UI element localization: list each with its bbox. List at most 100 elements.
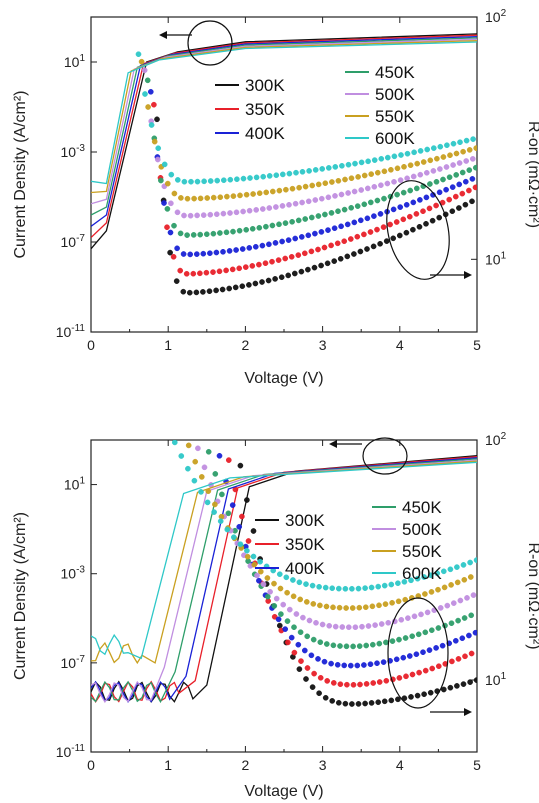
data-point bbox=[318, 229, 325, 235]
data-point bbox=[299, 199, 305, 206]
data-point bbox=[161, 161, 168, 168]
data-point bbox=[213, 287, 219, 294]
data-point bbox=[205, 448, 212, 455]
data-point bbox=[396, 636, 402, 643]
data-point bbox=[356, 604, 363, 611]
data-point bbox=[309, 684, 316, 690]
data-point bbox=[306, 168, 312, 174]
data-point bbox=[219, 286, 226, 293]
data-point bbox=[467, 679, 473, 685]
legend-label: 450K bbox=[375, 63, 415, 82]
data-point bbox=[269, 222, 276, 229]
data-point bbox=[344, 681, 350, 688]
data-point bbox=[322, 180, 329, 187]
data-point bbox=[230, 228, 236, 235]
x-tick-label: 2 bbox=[242, 757, 250, 773]
data-point bbox=[417, 171, 424, 178]
data-point bbox=[289, 185, 296, 192]
data-point bbox=[422, 667, 429, 674]
data-point bbox=[384, 180, 391, 187]
data-point bbox=[210, 230, 217, 237]
data-point bbox=[423, 194, 430, 201]
arrowhead-right bbox=[464, 271, 472, 279]
data-point bbox=[224, 526, 231, 533]
series-600K bbox=[91, 41, 477, 185]
data-point bbox=[180, 288, 187, 295]
data-point bbox=[376, 602, 382, 609]
data-point bbox=[364, 246, 370, 252]
data-point bbox=[468, 650, 475, 657]
data-point bbox=[382, 601, 389, 607]
y-tick-label: 10-11 bbox=[56, 743, 86, 760]
data-point bbox=[308, 248, 315, 255]
data-point bbox=[252, 243, 259, 250]
data-point bbox=[456, 181, 463, 188]
data-point bbox=[259, 242, 266, 249]
data-point bbox=[324, 260, 331, 267]
data-point bbox=[361, 662, 367, 668]
data-point bbox=[308, 652, 315, 659]
data-point bbox=[453, 172, 460, 178]
data-point bbox=[292, 200, 299, 207]
data-point bbox=[361, 172, 368, 179]
data-point bbox=[233, 209, 240, 216]
data-point bbox=[466, 187, 472, 194]
data-point bbox=[262, 260, 269, 267]
data-point bbox=[450, 162, 456, 168]
data-point bbox=[459, 169, 466, 176]
data-point bbox=[443, 186, 449, 193]
data-point bbox=[174, 177, 181, 183]
data-point bbox=[378, 182, 384, 189]
data-point bbox=[256, 190, 263, 197]
data-point bbox=[349, 701, 355, 707]
data-point bbox=[349, 585, 355, 592]
data-point bbox=[367, 199, 374, 206]
data-point bbox=[362, 585, 368, 591]
data-point bbox=[317, 602, 323, 609]
data-point bbox=[269, 258, 275, 265]
data-point bbox=[293, 611, 300, 617]
data-point bbox=[213, 211, 220, 218]
data-point bbox=[308, 214, 315, 221]
data-point bbox=[472, 629, 477, 636]
data-point bbox=[264, 593, 271, 600]
data-point bbox=[463, 137, 470, 144]
data-point bbox=[260, 581, 267, 588]
data-point bbox=[313, 619, 319, 626]
data-point bbox=[295, 641, 302, 648]
data-point bbox=[328, 242, 334, 249]
data-point bbox=[400, 189, 407, 196]
data-point bbox=[447, 566, 454, 573]
data-point bbox=[280, 601, 287, 608]
data-point bbox=[420, 208, 426, 215]
data-point bbox=[266, 205, 273, 211]
data-point bbox=[334, 240, 341, 247]
data-point bbox=[357, 217, 364, 224]
data-point bbox=[239, 513, 245, 520]
data-point bbox=[322, 584, 329, 591]
data-point bbox=[459, 635, 466, 642]
data-point bbox=[225, 457, 232, 463]
data-point bbox=[171, 440, 178, 446]
data-point bbox=[310, 601, 317, 607]
data-point bbox=[341, 662, 348, 669]
data-point bbox=[318, 262, 324, 269]
data-point bbox=[315, 181, 322, 188]
data-point bbox=[403, 201, 410, 208]
data-point bbox=[381, 582, 388, 589]
data-point bbox=[205, 488, 212, 495]
data-point bbox=[413, 185, 420, 192]
data-point bbox=[374, 197, 381, 204]
data-point bbox=[363, 681, 370, 687]
data-point bbox=[206, 288, 213, 295]
data-point bbox=[325, 165, 332, 171]
data-point bbox=[401, 578, 408, 585]
data-point bbox=[423, 220, 429, 227]
data-point bbox=[236, 265, 243, 272]
data-point bbox=[256, 261, 262, 268]
data-point bbox=[195, 445, 201, 452]
data-point bbox=[168, 200, 174, 207]
data-point bbox=[145, 104, 151, 110]
x-tick-label: 1 bbox=[164, 337, 172, 353]
data-point bbox=[376, 679, 383, 685]
